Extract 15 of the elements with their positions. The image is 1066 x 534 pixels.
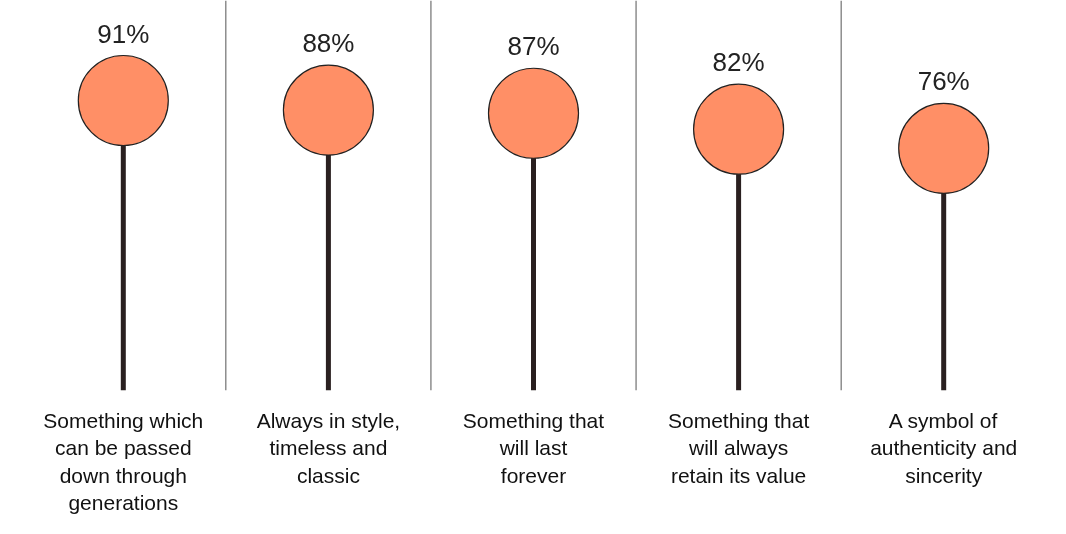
point — [282, 64, 374, 156]
x-tick-label: Something that will always retain its value — [667, 408, 810, 487]
point — [487, 67, 580, 159]
point — [77, 54, 169, 147]
x-tick-label: A symbol of authenticity and sincerity — [870, 408, 1018, 487]
point — [898, 102, 990, 194]
data-label: 88% — [302, 28, 355, 59]
x-tick-label: Something which can be passed down through generations — [43, 408, 204, 515]
x-tick-label: Something that will last forever — [462, 408, 605, 487]
data-label: 87% — [507, 31, 560, 62]
data-label: 76% — [917, 66, 970, 97]
data-label: 82% — [712, 47, 765, 78]
data-label: 91% — [97, 18, 150, 49]
x-tick-label: Always in style, timeless and classic — [256, 408, 401, 487]
point — [693, 83, 785, 175]
